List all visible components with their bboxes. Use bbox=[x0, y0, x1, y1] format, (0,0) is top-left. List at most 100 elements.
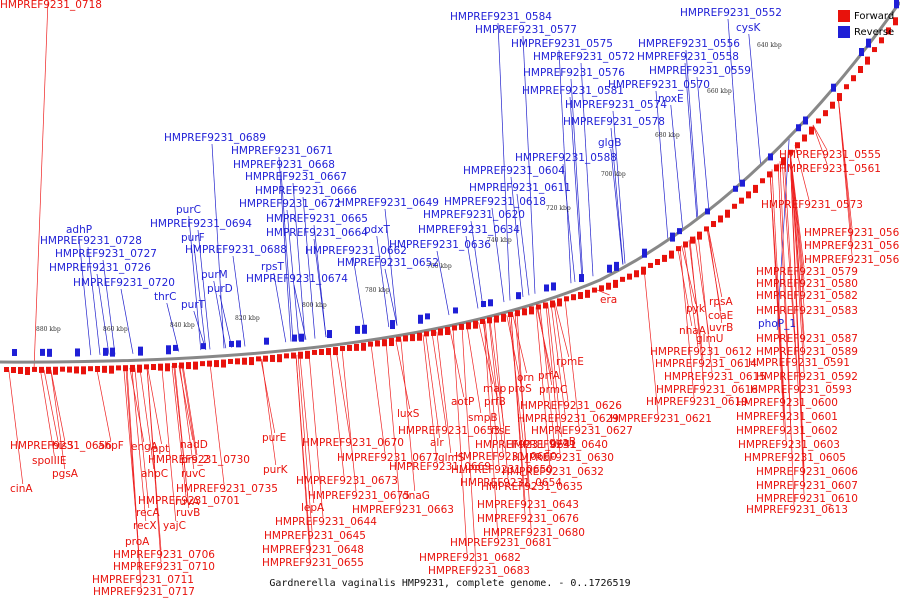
forward-gene-label: HMPREF9231_0654 bbox=[460, 477, 562, 489]
forward-gene-label: apt bbox=[152, 443, 169, 455]
forward-leader-line bbox=[174, 365, 190, 509]
forward-feature bbox=[291, 352, 296, 359]
reverse-leader-line bbox=[286, 209, 300, 341]
forward-leader-line bbox=[295, 354, 311, 559]
reverse-swatch bbox=[838, 26, 850, 38]
forward-leader-line bbox=[516, 312, 532, 529]
forward-feature bbox=[221, 359, 226, 368]
reverse-feature bbox=[418, 314, 423, 324]
forward-gene-label: purE bbox=[262, 432, 286, 444]
reverse-gene-label: purF bbox=[181, 232, 205, 244]
legend-forward-label: Forward bbox=[854, 10, 895, 22]
reverse-leader-line bbox=[87, 246, 101, 355]
reverse-gene-label: HMPREF9231_0556 bbox=[638, 38, 740, 50]
reverse-leader-line bbox=[670, 104, 684, 231]
reverse-feature bbox=[299, 333, 304, 342]
reverse-gene-label: HMPREF9231_0584 bbox=[450, 11, 552, 23]
forward-leader-line bbox=[129, 367, 145, 443]
reverse-leader-line bbox=[213, 280, 227, 349]
forward-gene-label: HMPREF9231_0669 bbox=[389, 461, 491, 473]
forward-gene-label: HMPREF9231_0580 bbox=[756, 278, 858, 290]
forward-feature bbox=[284, 353, 289, 359]
position-ticks: 640 kbp 660 kbp 680 kbp 700 kbp 720 kbp 740 k… bbox=[36, 42, 782, 333]
forward-feature bbox=[333, 347, 338, 356]
forward-leader-line bbox=[370, 344, 386, 454]
scale-tick-label: 700 kbp bbox=[601, 171, 626, 178]
forward-feature bbox=[130, 364, 135, 372]
forward-leader-line bbox=[385, 341, 401, 506]
forward-gene-label: ftsE bbox=[491, 425, 511, 437]
forward-leader-line bbox=[677, 247, 693, 327]
forward-feature bbox=[648, 262, 653, 268]
forward-feature bbox=[641, 266, 646, 275]
forward-feature bbox=[438, 328, 443, 336]
reverse-leader-line bbox=[278, 156, 292, 342]
reverse-leader-line bbox=[293, 284, 307, 340]
scale-tick-label: 720 kbp bbox=[546, 205, 571, 212]
forward-leader-line bbox=[171, 365, 187, 497]
forward-feature bbox=[676, 246, 681, 252]
reverse-gene-label: HMPREF9231_0694 bbox=[150, 218, 252, 230]
forward-leader-line bbox=[779, 161, 795, 506]
forward-feature bbox=[753, 184, 758, 193]
forward-leader-line bbox=[422, 334, 438, 463]
forward-feature bbox=[88, 366, 93, 372]
reverse-leader-line bbox=[376, 235, 390, 328]
reverse-leader-line bbox=[696, 76, 710, 212]
forward-feature bbox=[298, 351, 303, 359]
forward-gene-label: HMPREF9231_0718 bbox=[0, 0, 102, 11]
forward-feature bbox=[445, 326, 450, 335]
forward-gene-label: HMPREF9231_0630 bbox=[512, 452, 614, 464]
reverse-leader-line bbox=[78, 235, 92, 356]
reverse-leader-line bbox=[384, 208, 398, 326]
forward-gene-label: rpsA bbox=[709, 296, 733, 308]
forward-gene-label: HMPREF9231_0600 bbox=[736, 397, 838, 409]
forward-gene-label: HMPREF9231_0683 bbox=[428, 565, 530, 577]
forward-gene-label: HMPREF9231_0644 bbox=[275, 516, 377, 528]
reverse-leader-line bbox=[516, 193, 530, 296]
reverse-gene-label: HMPREF9231_0667 bbox=[245, 171, 347, 183]
forward-feature bbox=[760, 178, 765, 184]
forward-leader-line bbox=[837, 94, 853, 256]
reverse-feature bbox=[229, 340, 234, 347]
forward-gene-label: HMPREF9231_0660 bbox=[455, 451, 557, 463]
forward-gene-label: HMPREF9231_0619 bbox=[646, 396, 748, 408]
forward-gene-label: HMPREF9231_0656 bbox=[10, 440, 112, 452]
reverse-leader-line bbox=[166, 302, 180, 352]
scale-tick-label: 840 kbp bbox=[170, 322, 195, 329]
forward-swatch bbox=[838, 10, 850, 22]
scale-tick-label: 740 kbp bbox=[487, 237, 512, 244]
forward-gene-label: lepA bbox=[301, 502, 325, 514]
forward-gene-label: pgsA bbox=[52, 468, 79, 480]
forward-feature bbox=[788, 149, 793, 155]
reverse-feature bbox=[425, 313, 430, 320]
forward-feature bbox=[4, 366, 9, 372]
forward-leader-line bbox=[550, 303, 566, 415]
forward-gene-label: ruvC bbox=[181, 468, 206, 480]
forward-gene-label: ruvA bbox=[175, 496, 200, 508]
forward-gene-label: glmU bbox=[696, 333, 724, 345]
reverse-leader-line bbox=[96, 273, 110, 355]
forward-leader-line bbox=[535, 307, 551, 468]
forward-feature bbox=[662, 254, 667, 262]
forward-feature bbox=[417, 332, 422, 341]
genome-caption: Gardnerella vaginalis HMP9231, complete … bbox=[269, 578, 631, 589]
reverse-feature bbox=[803, 116, 808, 125]
forward-gene-label: spoIIIE bbox=[32, 455, 66, 467]
reverse-feature bbox=[103, 347, 108, 356]
forward-feature bbox=[179, 362, 184, 369]
reverse-feature bbox=[173, 344, 178, 351]
reverse-feature bbox=[733, 185, 738, 192]
forward-gene-label: HMPREF9231_0632 bbox=[502, 466, 604, 478]
forward-gene-label: guaB bbox=[549, 436, 576, 448]
reverse-feature bbox=[894, 0, 899, 9]
forward-leader-line bbox=[547, 304, 563, 438]
forward-leader-line bbox=[209, 363, 225, 485]
reverse-feature bbox=[292, 334, 297, 342]
reverse-gene-label: HMPREF9231_0570 bbox=[608, 79, 710, 91]
reverse-leader-line bbox=[465, 235, 479, 309]
forward-feature bbox=[11, 366, 16, 373]
forward-feature bbox=[508, 312, 513, 318]
forward-feature bbox=[102, 365, 107, 373]
reverse-gene-label: noxE bbox=[658, 93, 684, 105]
